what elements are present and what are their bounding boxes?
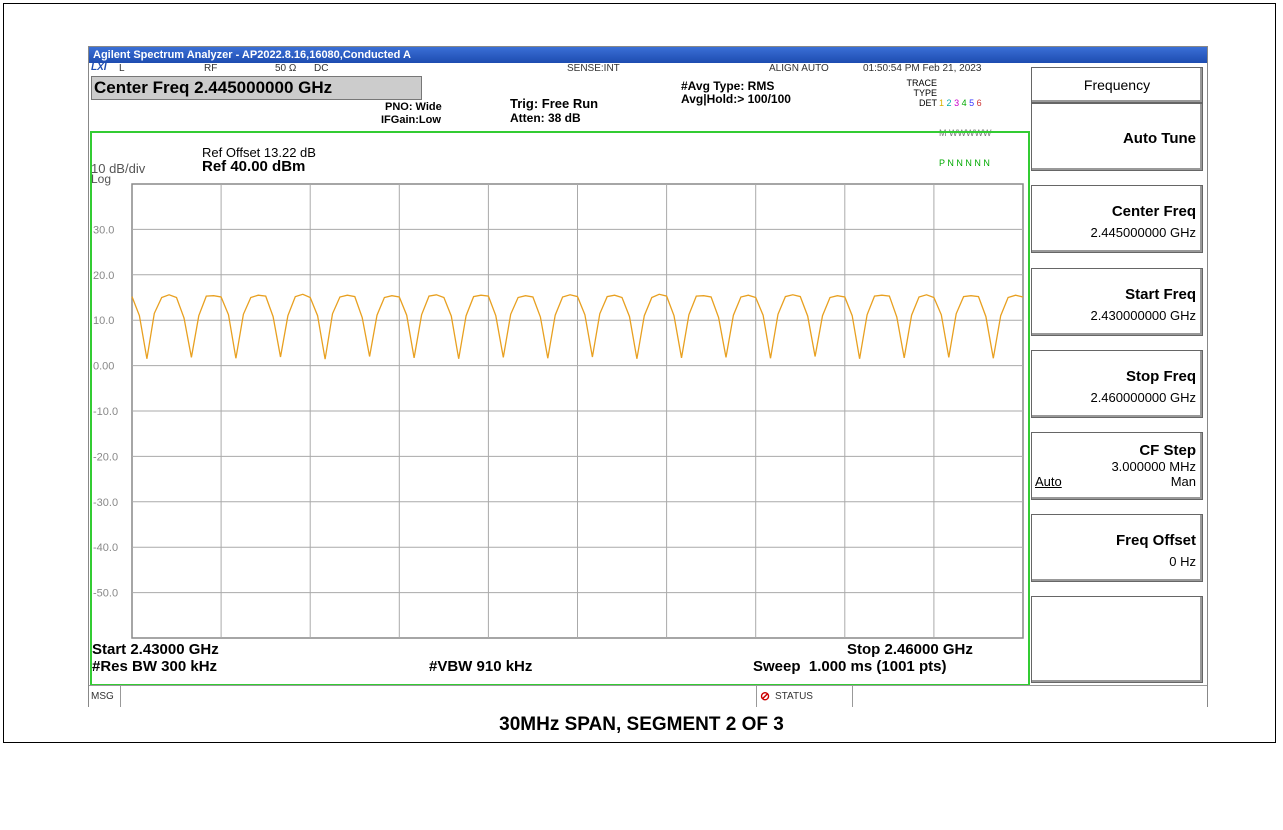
trace-label: TRACE <box>906 78 937 88</box>
title-bar: Agilent Spectrum Analyzer - AP2022.8.16,… <box>89 47 1207 63</box>
avg-hold: Avg|Hold:> 100/100 <box>681 92 791 106</box>
trace-num: 3 <box>954 98 960 108</box>
y-tick-label: -50.0 <box>93 588 118 600</box>
trace <box>131 293 1024 360</box>
avg-type: #Avg Type: RMS <box>681 79 775 93</box>
softkey-label: Auto Tune <box>1122 130 1196 147</box>
res-bw: #Res BW 300 kHz <box>92 658 218 675</box>
scale: 10 dB/div <box>91 161 146 176</box>
ifgain: IFGain:Low <box>381 114 441 126</box>
softkey-label: Center Freq <box>1111 203 1196 220</box>
softkey-label: Stop Freq <box>1126 368 1196 385</box>
ref-offset: Ref Offset 13.22 dB <box>202 145 316 160</box>
ref-level: Ref 40.00 dBm <box>202 158 306 175</box>
status: STATUS <box>775 691 813 702</box>
y-tick-label: 10.0 <box>93 315 114 327</box>
plot: 30.0 20.0 10.0 0.00 -10.0 -20.0 -30.0 -40.0 -50.… <box>93 183 1024 639</box>
trace-num: 5 <box>969 98 975 108</box>
input: RF <box>204 63 218 74</box>
softkey-option: Man <box>1170 474 1196 489</box>
type-value: M WWWWW <box>939 128 992 138</box>
trace-num: 4 <box>961 98 967 108</box>
center-freq: Center Freq 2.445000000 GHz <box>94 78 333 97</box>
sweep: Sweep 1.000 ms (1001 pts) <box>753 658 947 675</box>
softkey-menu: Frequency <box>1031 67 1203 103</box>
type-label: TYPE <box>913 88 937 98</box>
trace-num: 2 <box>946 98 952 108</box>
trace-values: 1 2 3 4 5 6 M WWWWW P N N N N N <box>939 78 991 188</box>
status-bar: MSG ⊘ STATUS <box>89 685 1207 707</box>
softkey-empty <box>1031 596 1203 683</box>
y-tick-label: -30.0 <box>93 497 118 509</box>
page: Agilent Spectrum Analyzer - AP2022.8.16,… <box>3 3 1276 743</box>
y-tick-label: 30.0 <box>93 224 114 236</box>
softkey[interactable]: Stop Freq 2.460000000 GHz <box>1031 350 1203 418</box>
softkey[interactable]: CF Step 3.000000 MHz Auto Man <box>1031 432 1203 500</box>
trace-num: 1 <box>939 98 945 108</box>
datetime: 01:50:54 PM Feb 21, 2023 <box>863 63 982 74</box>
title: Agilent Spectrum Analyzer - AP2022.8.16,… <box>93 49 411 61</box>
trig: Trig: Free Run <box>510 96 599 111</box>
stop: Stop 2.46000 GHz <box>847 641 973 658</box>
y-tick-label: -10.0 <box>93 406 118 418</box>
trace-num: 6 <box>976 98 982 108</box>
msg: MSG <box>91 691 114 702</box>
center-freq-box: Center Freq 2.445000000 GHz <box>91 76 422 100</box>
softkey-option: Auto <box>1035 474 1062 489</box>
softkey[interactable]: Start Freq 2.430000000 GHz <box>1031 268 1203 336</box>
softkey-value: 2.460000000 GHz <box>1090 390 1196 405</box>
scale-type: Log <box>91 172 112 186</box>
impedance: 50 Ω <box>275 63 297 74</box>
status-icon: ⊘ <box>760 689 771 703</box>
softkey[interactable]: Center Freq 2.445000000 GHz <box>1031 185 1203 253</box>
atten: Atten: 38 dB <box>510 111 581 125</box>
softkey-label: CF Step <box>1139 442 1196 459</box>
y-tick-label: 0.00 <box>93 361 114 373</box>
caption: 30MHz SPAN, SEGMENT 2 OF 3 <box>499 714 784 735</box>
sense: SENSE:INT <box>567 63 620 74</box>
y-tick-label: 20.0 <box>93 270 114 282</box>
analyzer-screen: Agilent Spectrum Analyzer - AP2022.8.16,… <box>88 46 1208 707</box>
softkey[interactable]: Auto Tune <box>1031 103 1203 171</box>
frame <box>3 3 1276 743</box>
det-value: P N N N N N <box>939 158 990 168</box>
det-label: DET <box>919 98 937 108</box>
softkey-value: 3.000000 MHz <box>1111 459 1196 474</box>
lxi-icon: LXI <box>91 62 107 73</box>
coupling: DC <box>314 63 329 74</box>
y-tick-label: -20.0 <box>93 451 118 463</box>
softkey-value: 2.445000000 GHz <box>1090 225 1196 240</box>
pno: PNO: Wide <box>385 101 442 113</box>
softkey-value: 0 Hz <box>1169 554 1196 569</box>
trace-labels: TRACE TYPE DET <box>899 78 937 108</box>
mode: L <box>119 63 125 74</box>
vbw: #VBW 910 kHz <box>429 658 533 675</box>
softkey[interactable]: Freq Offset 0 Hz <box>1031 514 1203 582</box>
softkey-label: Start Freq <box>1125 286 1196 303</box>
trace-nums: 1 2 3 4 5 6 <box>939 98 991 108</box>
menu-title: Frequency <box>1083 77 1151 93</box>
softkey-value: 2.430000000 GHz <box>1090 308 1196 323</box>
align: ALIGN AUTO <box>769 63 829 74</box>
y-tick-label: -40.0 <box>93 542 118 554</box>
start: Start 2.43000 GHz <box>92 641 219 658</box>
softkey-label: Freq Offset <box>1115 532 1196 549</box>
